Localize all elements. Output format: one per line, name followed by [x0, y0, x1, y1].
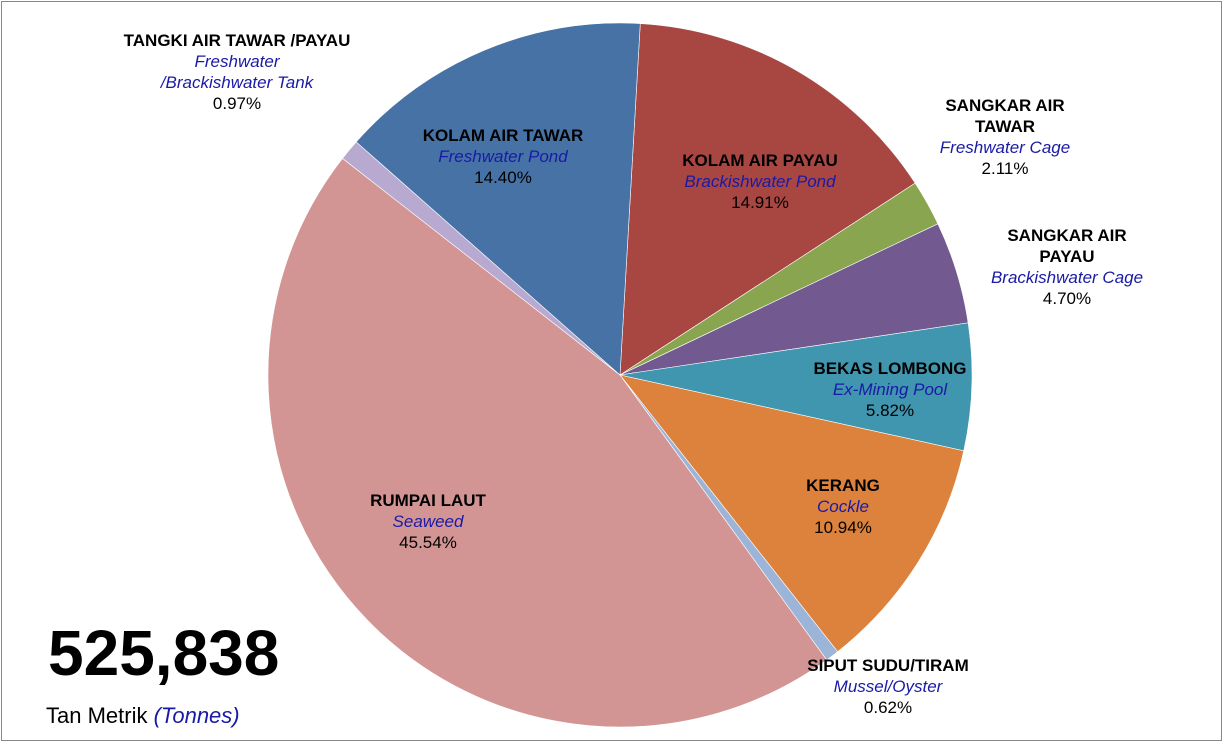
category-name: SANGKAR AIR PAYAU	[1007, 226, 1127, 266]
category-name: SANGKAR AIR TAWAR	[945, 96, 1065, 136]
category-english: Brackishwater Cage	[990, 268, 1144, 287]
unit-en: (Tonnes)	[153, 703, 240, 728]
slice-label: TANGKI AIR TAWAR /PAYAU Freshwater /Brack…	[122, 30, 352, 114]
unit-text: Tan Metrik	[46, 703, 148, 728]
category-name: KOLAM AIR TAWAR	[422, 126, 584, 145]
pie-slice	[619, 23, 916, 376]
slice-label: KOLAM AIR PAYAU Brackishwater Pond 14.91%	[640, 150, 880, 213]
value-label: 0.97%	[212, 94, 262, 113]
total: 525,838	[48, 617, 280, 689]
value-label: 10.94%	[814, 518, 872, 537]
category-english: Cockle	[817, 497, 869, 516]
unit: Tan Metrik (Tonnes)	[46, 703, 240, 729]
category-name: BEKAS LOMBONG	[813, 359, 967, 378]
category-english: Freshwater Pond	[438, 147, 568, 166]
pie-slice	[619, 374, 965, 653]
slice-label: KOLAM AIR TAWAR Freshwater Pond 14.40%	[383, 125, 623, 188]
category-name: RUMPAI LAUT	[370, 491, 486, 510]
value-label: 0.62%	[863, 698, 913, 717]
slice-label: SANGKAR AIR PAYAU Brackishwater Cage 4.70%	[957, 225, 1177, 309]
slice-label: KERANG Cockle 10.94%	[743, 475, 943, 538]
pie-slice	[355, 22, 641, 376]
value-label: 2.11%	[981, 159, 1029, 178]
slice-label: RUMPAI LAUT Seaweed 45.54%	[328, 490, 528, 553]
category-name: TANGKI AIR TAWAR /PAYAU	[123, 31, 351, 50]
category-english: Seaweed	[392, 512, 464, 531]
category-name: KOLAM AIR PAYAU	[682, 151, 838, 170]
pie-slice	[267, 157, 828, 728]
category-english: Freshwater Cage	[939, 138, 1071, 157]
slice-label: BEKAS LOMBONG Ex-Mining Pool 5.82%	[775, 358, 1005, 421]
value-label: 5.82%	[865, 401, 915, 420]
value-label: 14.91%	[731, 193, 789, 212]
slice-label: SIPUT SUDU/TIRAM Mussel/Oyster 0.62%	[768, 655, 1008, 718]
category-english: Brackishwater Pond	[684, 172, 836, 191]
pie-slice	[619, 322, 973, 452]
category-english: Freshwater /Brackishwater Tank	[160, 52, 314, 92]
category-english: Mussel/Oyster	[833, 677, 943, 696]
value-label: 14.40%	[474, 168, 532, 187]
category-name: SIPUT SUDU/TIRAM	[807, 656, 969, 675]
value-label: 45.54%	[399, 533, 457, 552]
category-name: KERANG	[806, 476, 880, 495]
value-label: 4.70%	[1042, 289, 1092, 308]
category-english: Ex-Mining Pool	[832, 380, 948, 399]
slice-label: SANGKAR AIR TAWAR Freshwater Cage 2.11%	[905, 95, 1105, 179]
